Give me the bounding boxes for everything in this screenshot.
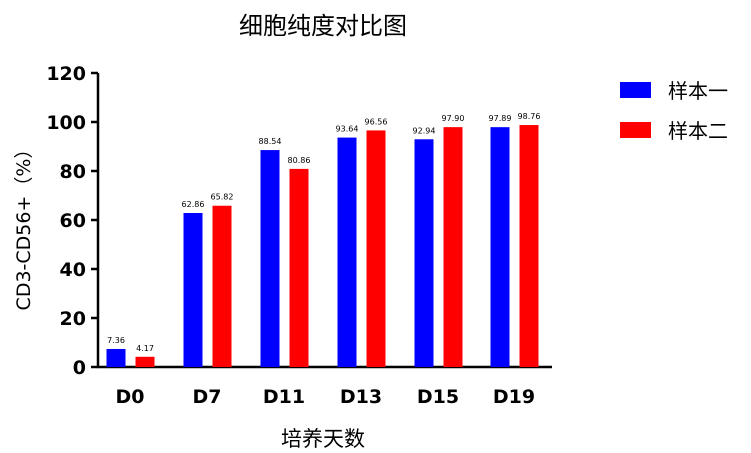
bar-D15-1 <box>414 139 434 367</box>
bar-D11-1 <box>260 150 280 367</box>
bar-D7-1 <box>183 212 203 367</box>
x-tick-label: D0 <box>116 386 145 408</box>
data-label: 7.36 <box>107 336 125 345</box>
x-axis-label: 培养天数 <box>281 427 365 451</box>
bar-D19-1 <box>490 127 510 368</box>
bar-D13-1 <box>337 137 357 367</box>
data-label: 92.94 <box>413 126 436 135</box>
data-label: 97.89 <box>489 114 512 123</box>
y-tick-label: 120 <box>46 63 86 85</box>
y-tick-label: 80 <box>60 161 86 183</box>
data-label: 65.82 <box>211 193 234 202</box>
bar-D7-2 <box>212 205 232 367</box>
data-label: 96.56 <box>365 117 388 126</box>
bar-D13-2 <box>366 130 386 367</box>
chart-title: 细胞纯度对比图 <box>239 12 407 40</box>
legend-label-2: 样本二 <box>668 119 728 143</box>
bar-D0-2 <box>135 356 155 367</box>
legend-swatch-1 <box>620 82 651 98</box>
y-axis-label: CD3-CD56+（%） <box>13 140 35 311</box>
data-label: 88.54 <box>259 137 282 146</box>
legend-swatch-2 <box>620 122 651 138</box>
data-label: 4.17 <box>136 344 154 353</box>
x-tick-label: D19 <box>493 386 535 408</box>
bar-D0-1 <box>106 348 126 367</box>
y-tick-label: 0 <box>73 357 86 379</box>
x-tick-label: D15 <box>417 386 459 408</box>
bar-D19-2 <box>519 125 539 368</box>
x-tick-label: D7 <box>193 386 222 408</box>
bar-D11-2 <box>289 168 309 367</box>
x-tick-label: D11 <box>263 386 305 408</box>
bar-D15-2 <box>443 127 463 368</box>
y-tick-label: 60 <box>60 210 86 232</box>
y-tick-label: 40 <box>60 259 86 281</box>
y-tick-label: 100 <box>46 112 86 134</box>
data-label: 62.86 <box>182 200 205 209</box>
x-tick-label: D13 <box>340 386 382 408</box>
data-label: 93.64 <box>336 125 359 134</box>
legend-label-1: 样本一 <box>668 79 728 103</box>
data-label: 80.86 <box>288 156 311 165</box>
data-label: 98.76 <box>518 112 541 121</box>
y-tick-label: 20 <box>60 308 86 330</box>
data-label: 97.90 <box>442 114 465 123</box>
